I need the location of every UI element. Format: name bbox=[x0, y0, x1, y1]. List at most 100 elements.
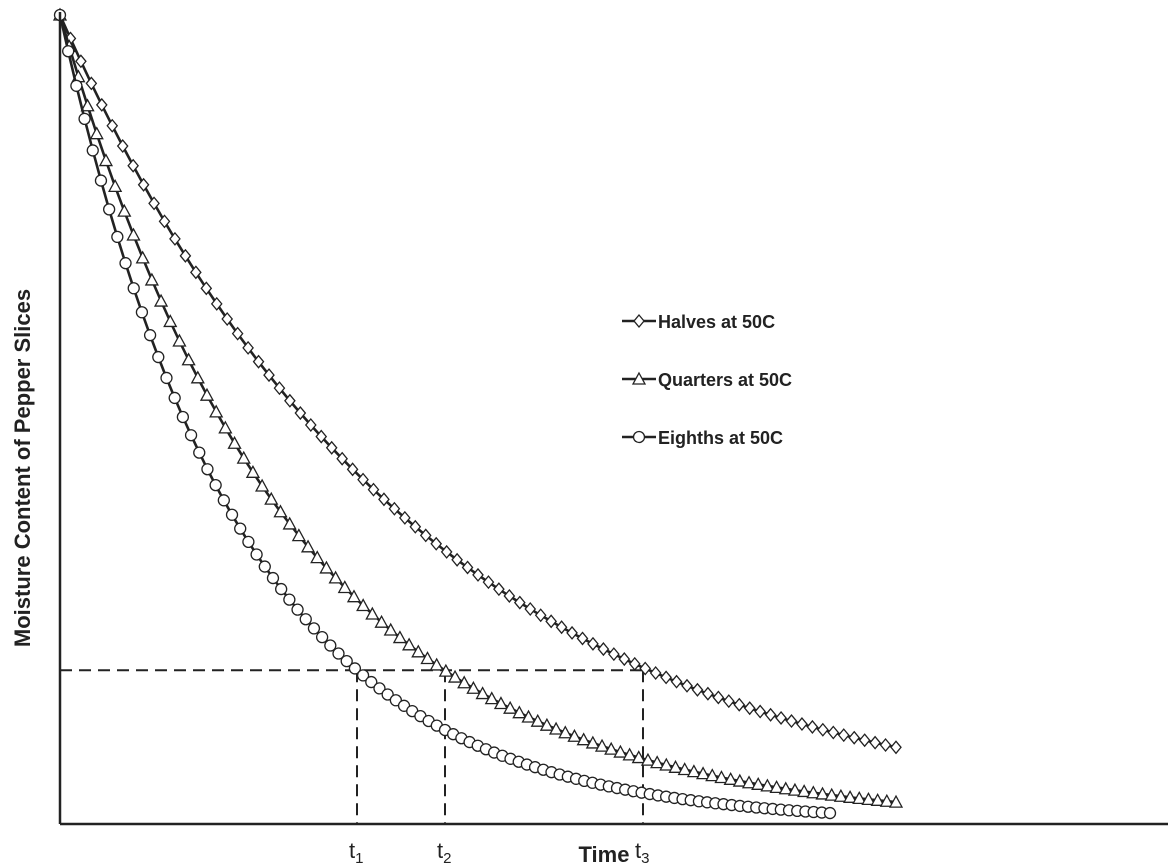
triangle-point bbox=[806, 785, 821, 799]
circle-point bbox=[258, 560, 271, 573]
triangle-point bbox=[402, 637, 417, 651]
diamond-point bbox=[639, 661, 652, 676]
triangle-point bbox=[714, 770, 729, 784]
triangle-point bbox=[411, 644, 426, 658]
triangle-point bbox=[512, 705, 527, 719]
diamond-point bbox=[608, 647, 620, 662]
triangle-point bbox=[824, 787, 839, 801]
circle-point bbox=[315, 631, 329, 644]
triangle-point bbox=[144, 272, 159, 286]
circle-point bbox=[143, 329, 157, 342]
diamond-point bbox=[670, 674, 683, 689]
legend-item-circle: Eighths at 50C bbox=[622, 428, 783, 448]
diamond-point bbox=[566, 625, 578, 640]
triangle-point bbox=[879, 793, 894, 807]
triangle-point bbox=[291, 528, 306, 542]
diamond-point bbox=[252, 354, 265, 369]
diamond-point bbox=[576, 631, 589, 646]
diamond-point bbox=[545, 614, 557, 629]
diamond-point bbox=[775, 710, 787, 725]
circle-point bbox=[225, 508, 239, 521]
triangle-point bbox=[888, 794, 904, 808]
diamond-point bbox=[764, 707, 777, 722]
diamond-point bbox=[263, 368, 275, 383]
series-diamond bbox=[54, 7, 902, 755]
triangle-point bbox=[530, 713, 545, 727]
diamond-point bbox=[754, 704, 766, 719]
diamond-point bbox=[879, 738, 892, 753]
circle-point bbox=[70, 79, 83, 92]
circle-point bbox=[365, 675, 378, 689]
y-axis-title: Moisture Content of Pepper Slices bbox=[10, 289, 35, 647]
triangle-point bbox=[861, 791, 876, 805]
triangle-point bbox=[631, 750, 646, 764]
circle-point bbox=[119, 257, 132, 270]
triangle-point bbox=[521, 709, 536, 723]
triangle-point bbox=[585, 735, 600, 749]
circle-point bbox=[135, 306, 149, 319]
triangle-point bbox=[677, 762, 692, 776]
triangle-point bbox=[640, 752, 656, 766]
diamond-point bbox=[200, 281, 213, 296]
triangle-point bbox=[723, 771, 738, 785]
diamond-point bbox=[284, 393, 296, 408]
diamond-point bbox=[733, 697, 746, 712]
diamond-point bbox=[513, 595, 526, 610]
circle-point bbox=[381, 688, 394, 701]
triangle-point bbox=[273, 504, 288, 518]
diamond-point bbox=[221, 311, 234, 326]
diamond-point bbox=[837, 728, 850, 743]
diamond-point bbox=[848, 730, 861, 745]
circle-point bbox=[193, 446, 206, 459]
triangle-point bbox=[787, 782, 803, 796]
circle-point bbox=[160, 371, 173, 385]
triangle-point bbox=[108, 179, 123, 193]
diamond-point bbox=[179, 248, 192, 263]
circle-point bbox=[373, 682, 386, 695]
diamond-point bbox=[388, 501, 401, 516]
reference-lines bbox=[60, 669, 644, 824]
triangle-point bbox=[659, 757, 674, 771]
x-tick-label-t2: t2 bbox=[437, 838, 451, 867]
diamond-point bbox=[169, 231, 181, 246]
x-tick-labels: t1 t2 t3 bbox=[349, 838, 649, 867]
circle-point bbox=[242, 535, 255, 548]
circle-point bbox=[209, 478, 222, 492]
diamond-point bbox=[273, 381, 286, 396]
triangle-point bbox=[797, 784, 812, 798]
triangle-point bbox=[245, 464, 261, 478]
circle-point bbox=[266, 571, 280, 585]
triangle-point bbox=[117, 203, 132, 217]
circle-point bbox=[283, 593, 296, 606]
diamond-point bbox=[85, 76, 98, 91]
legend-marker-circle bbox=[632, 430, 646, 444]
triangle-point bbox=[576, 732, 591, 746]
diamond-point bbox=[294, 406, 307, 421]
triangle-point bbox=[815, 786, 830, 800]
triangle-point bbox=[503, 700, 518, 714]
circle-point bbox=[332, 647, 345, 660]
diamond-point bbox=[827, 725, 840, 740]
diamond-point bbox=[712, 690, 725, 705]
triangle-point bbox=[264, 491, 279, 505]
circle-point bbox=[94, 174, 108, 187]
diamond-point bbox=[242, 340, 254, 355]
x-tick-label-t3: t3 bbox=[635, 838, 649, 867]
diamond-point bbox=[681, 678, 693, 693]
diamond-point bbox=[817, 722, 829, 737]
diamond-point bbox=[618, 652, 631, 667]
circle-point bbox=[111, 230, 124, 244]
triangle-point bbox=[751, 776, 766, 790]
diamond-point bbox=[806, 719, 819, 734]
triangle-point bbox=[181, 352, 196, 366]
diamond-point bbox=[357, 472, 369, 487]
diamond-point bbox=[190, 265, 202, 280]
triangle-point bbox=[218, 420, 233, 434]
circle-point bbox=[152, 350, 165, 364]
triangle-point bbox=[80, 98, 95, 112]
triangle-point bbox=[89, 126, 104, 140]
triangle-point bbox=[420, 651, 435, 665]
circle-point bbox=[348, 662, 362, 675]
triangle-point bbox=[438, 663, 453, 677]
